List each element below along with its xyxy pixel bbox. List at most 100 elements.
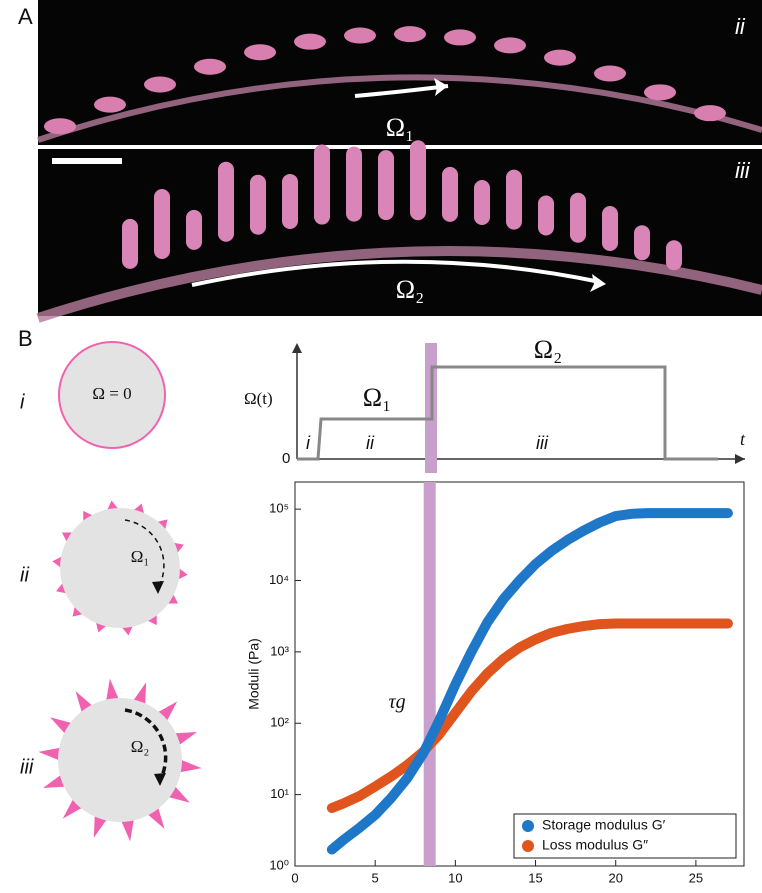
rotation-arrow-head xyxy=(154,773,166,786)
rotation-arrow xyxy=(124,519,165,589)
disk xyxy=(60,508,180,628)
annotation: τg xyxy=(389,691,406,713)
droplet xyxy=(94,96,126,113)
disk xyxy=(58,698,182,822)
arrow-label: Ω₂ xyxy=(396,275,424,304)
series-line xyxy=(326,508,733,855)
y-tick-label: 10⁵ xyxy=(269,501,289,516)
gel-rim xyxy=(36,246,762,323)
rotation-arrow xyxy=(124,708,168,781)
panel-label: A xyxy=(18,4,33,29)
y-tick-label: 10⁰ xyxy=(269,857,289,872)
schematic-label: Ω₁ xyxy=(131,547,150,566)
pillar xyxy=(442,166,458,222)
droplet xyxy=(694,105,726,122)
plot-frame xyxy=(294,481,745,867)
protocol-y-label: Ω(t) xyxy=(244,389,273,408)
schematic-label: Ω = 0 xyxy=(92,384,131,403)
gel-rim xyxy=(37,74,762,143)
pillar xyxy=(378,150,394,221)
x-tick-label: 10 xyxy=(448,870,462,885)
spike xyxy=(38,747,62,761)
spike xyxy=(132,682,147,706)
spike xyxy=(106,678,120,702)
droplet xyxy=(244,44,276,61)
droplet xyxy=(44,118,76,135)
spike xyxy=(173,731,198,746)
pillar xyxy=(538,195,554,236)
schematic-label: Ω₂ xyxy=(131,737,150,756)
photo-tag: ii xyxy=(735,14,746,39)
droplet xyxy=(494,37,526,54)
droplet xyxy=(394,26,426,43)
y-tick-label: 10² xyxy=(270,715,289,730)
y-tick-label: 10³ xyxy=(270,643,289,658)
pillar xyxy=(634,225,650,261)
pillar xyxy=(666,240,682,271)
protocol-origin: 0 xyxy=(282,450,290,467)
legend-marker xyxy=(522,820,534,832)
droplet xyxy=(144,76,176,93)
arrow-label: Ω₁ xyxy=(386,113,414,142)
pillar xyxy=(474,180,490,226)
legend-label: Storage modulus G′ xyxy=(542,817,666,833)
y-tick-label: 10¹ xyxy=(270,786,289,801)
droplet xyxy=(194,58,226,75)
phase-label: i xyxy=(306,433,311,453)
rotation-arrow-head xyxy=(152,581,164,594)
y-tick-label: 10⁴ xyxy=(269,572,289,587)
pillar xyxy=(218,161,234,242)
y-axis-label: Moduli (Pa) xyxy=(246,638,262,710)
droplet xyxy=(644,84,676,101)
protocol-line xyxy=(297,365,718,461)
axis-arrow xyxy=(292,343,302,353)
spike xyxy=(93,814,108,838)
schematic-tag: i xyxy=(20,391,25,413)
pillar xyxy=(346,146,362,222)
droplet xyxy=(444,29,476,46)
legend-box xyxy=(513,813,737,859)
pillar xyxy=(314,144,330,225)
pillar xyxy=(186,209,202,250)
x-tick-label: 15 xyxy=(528,870,542,885)
x-tick-label: 20 xyxy=(608,870,622,885)
axis-arrow xyxy=(735,454,745,464)
pillar xyxy=(250,174,266,235)
protocol-x-label: t xyxy=(740,429,746,449)
spike xyxy=(120,818,134,842)
legend-marker xyxy=(522,840,534,852)
x-tick-label: 5 xyxy=(372,870,379,885)
spike xyxy=(178,759,202,773)
pillar xyxy=(282,173,298,229)
phase-label: iii xyxy=(536,433,549,453)
x-tick-label: 25 xyxy=(689,870,703,885)
series-line xyxy=(326,618,733,813)
droplet xyxy=(294,33,326,50)
gel-band xyxy=(423,482,436,866)
arrow xyxy=(191,259,601,287)
decoration xyxy=(36,0,762,842)
pillar xyxy=(154,189,170,260)
panel-label: B xyxy=(18,326,33,351)
phase-label: ii xyxy=(366,433,375,453)
pillar xyxy=(122,218,138,269)
level-label: Ω₂ xyxy=(534,335,562,364)
level-label: Ω₁ xyxy=(363,383,391,412)
photo-tag: iii xyxy=(735,158,751,183)
x-tick-label: 0 xyxy=(291,870,298,885)
droplet xyxy=(594,65,626,82)
arrow-head xyxy=(434,78,448,96)
spike xyxy=(42,774,67,789)
photo-ii xyxy=(38,0,762,145)
pillar xyxy=(506,169,522,230)
disk xyxy=(58,341,166,449)
droplet xyxy=(344,27,376,44)
schematic-tag: iii xyxy=(20,756,34,778)
arrow-head xyxy=(590,274,606,292)
pillar xyxy=(602,205,618,251)
scale-bar xyxy=(52,158,122,164)
pillar xyxy=(410,140,426,221)
pillar xyxy=(570,192,586,243)
schematic-tag: ii xyxy=(20,564,29,586)
